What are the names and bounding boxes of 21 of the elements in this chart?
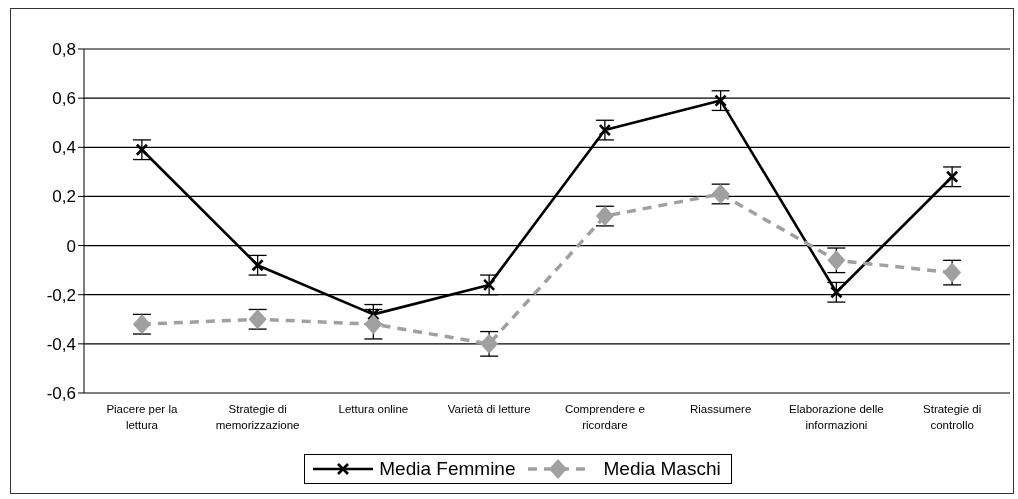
x-tick-label: Riassumere — [689, 403, 752, 416]
x-tick-label: Piacere per la lettura — [106, 403, 178, 431]
y-tick-label: 0,4 — [52, 138, 76, 158]
y-tick-label: 0,6 — [52, 89, 76, 109]
legend-label: Media Femmine — [379, 458, 516, 480]
point — [714, 94, 727, 107]
y-tick-label: -0,4 — [46, 334, 76, 354]
x-tick-label: Strategie di controllo — [923, 403, 982, 431]
x-tick-label: Elaborazione delle informazioni — [789, 403, 884, 431]
y-tick-label: 0 — [66, 236, 76, 256]
point — [367, 308, 380, 321]
x-tick-label: Varietà di letture — [447, 403, 531, 416]
point — [364, 314, 383, 335]
x-tick-label: Strategie di memorizzazione — [215, 403, 300, 431]
x-tick-label: Comprendere e ricordare — [564, 403, 645, 431]
legend-label: Media Maschi — [603, 458, 721, 480]
y-tick-label: -0,6 — [46, 384, 76, 404]
y-tick-label: 0,8 — [52, 40, 76, 60]
y-tick-label: 0,2 — [52, 187, 76, 207]
x-tick-label: Lettura online — [338, 403, 409, 416]
y-tick-label: -0,2 — [46, 285, 76, 305]
